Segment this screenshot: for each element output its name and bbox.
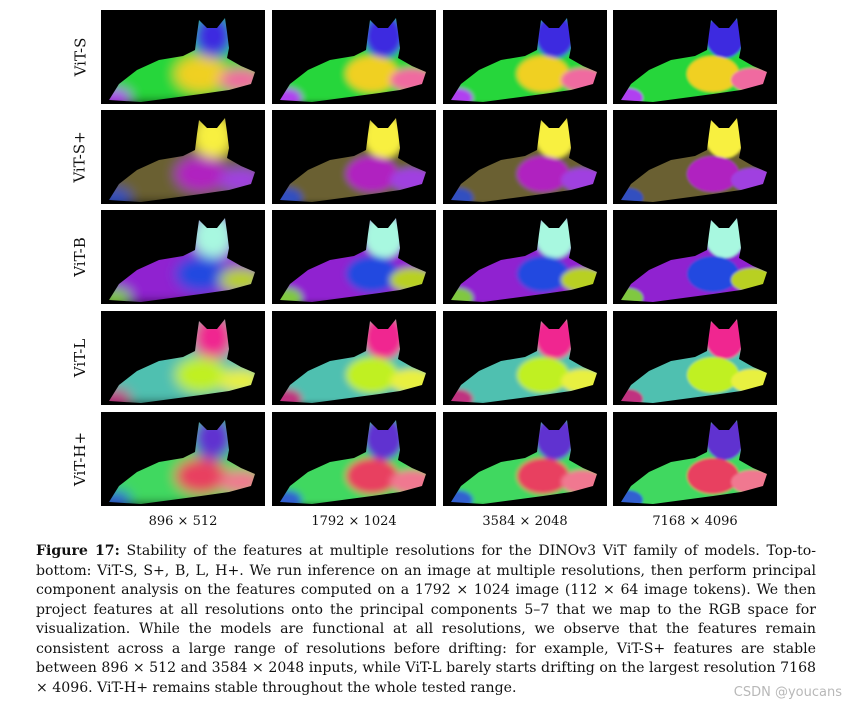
feature-map-image — [613, 412, 777, 506]
feature-map-image — [272, 311, 436, 405]
row-label: ViT-H+ — [62, 412, 98, 506]
row-label-text: ViT-B — [71, 237, 89, 277]
column-label: 7168 × 4096 — [652, 514, 738, 529]
row-label: ViT-S+ — [62, 110, 98, 204]
column-label: 1792 × 1024 — [311, 514, 397, 529]
feature-map-image — [443, 110, 607, 204]
row-label: ViT-B — [62, 210, 98, 304]
feature-map-image — [443, 210, 607, 304]
feature-map-image — [101, 110, 265, 204]
feature-map-image — [272, 210, 436, 304]
feature-map-image — [101, 10, 265, 104]
column-label: 896 × 512 — [148, 514, 218, 529]
feature-map-image — [101, 311, 265, 405]
figure-label: Figure 17: — [36, 543, 120, 559]
figure-caption: Figure 17: Stability of the features at … — [36, 542, 816, 698]
feature-map-image — [613, 10, 777, 104]
row-label-text: ViT-S — [71, 37, 90, 77]
feature-map-image — [101, 412, 265, 506]
row-label: ViT-S — [62, 10, 98, 104]
row-label-text: ViT-L — [71, 338, 89, 378]
feature-map-image — [443, 412, 607, 506]
feature-map-image — [613, 110, 777, 204]
feature-map-image — [272, 110, 436, 204]
feature-map-image — [443, 311, 607, 405]
column-label: 3584 × 2048 — [482, 514, 568, 529]
feature-map-image — [613, 311, 777, 405]
row-label-text: ViT-S+ — [71, 131, 90, 183]
feature-map-image — [101, 210, 265, 304]
feature-map-image — [443, 10, 607, 104]
row-label-text: ViT-H+ — [71, 431, 89, 487]
feature-map-image — [613, 210, 777, 304]
row-label: ViT-L — [62, 311, 98, 405]
feature-map-image — [272, 412, 436, 506]
watermark: CSDN @youcans — [733, 685, 842, 700]
caption-text: Stability of the features at multiple re… — [36, 543, 816, 696]
feature-map-image — [272, 10, 436, 104]
